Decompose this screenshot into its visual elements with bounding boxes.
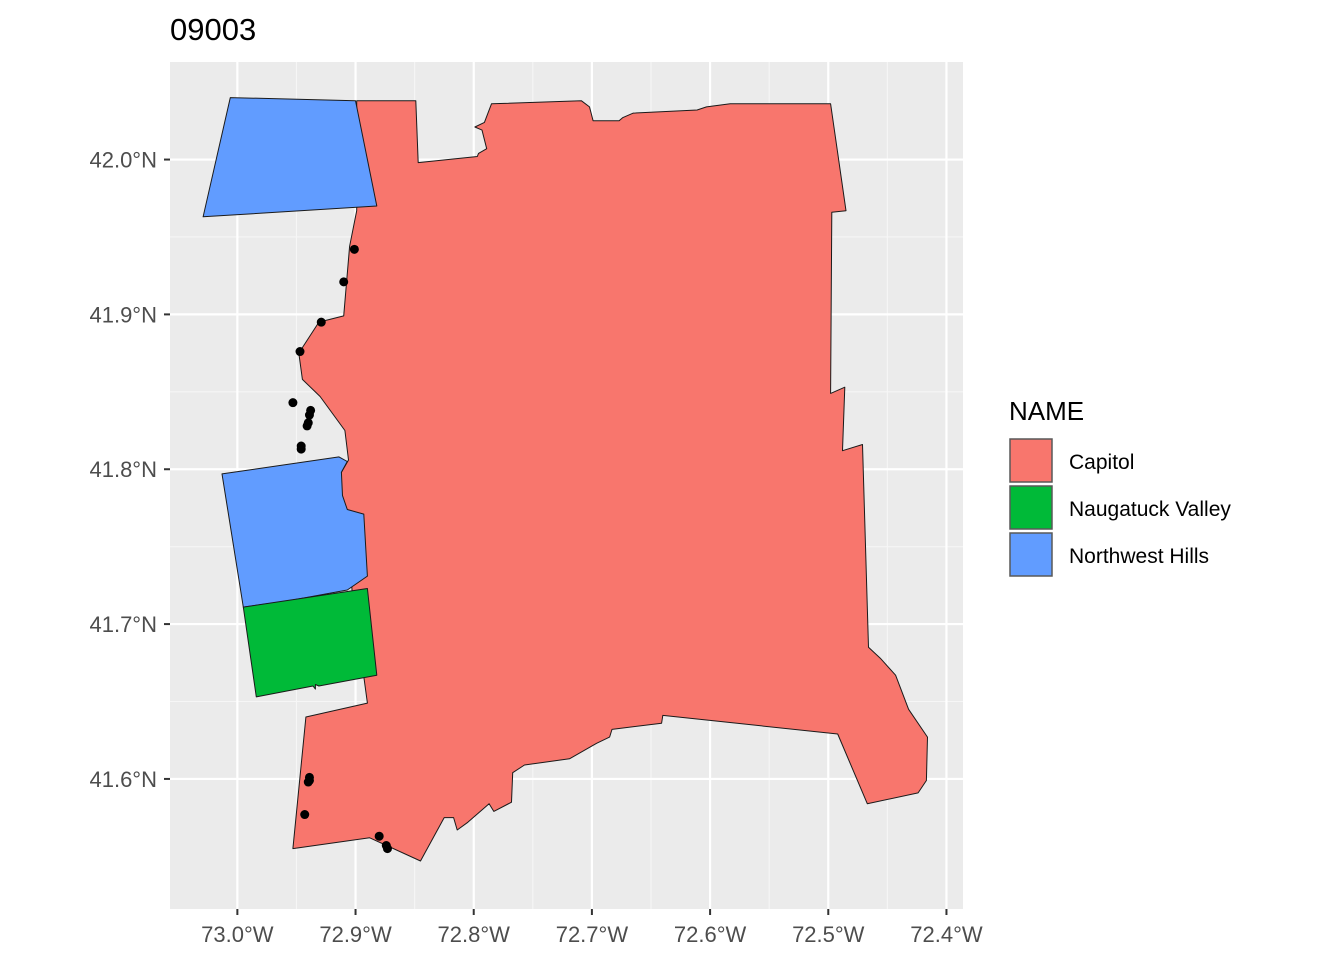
legend-label-naugatuck-valley: Naugatuck Valley — [1069, 498, 1231, 521]
x-tick-label: 72.6°W — [674, 922, 747, 947]
legend-key-northwest-hills — [1009, 532, 1053, 577]
data-point — [374, 831, 384, 841]
legend-label-northwest-hills: Northwest Hills — [1069, 545, 1209, 568]
point-markers — [288, 244, 392, 854]
y-tick-label: 41.8°N — [89, 457, 157, 482]
x-tick-label: 73.0°W — [201, 922, 274, 947]
y-tick-label: 41.7°N — [89, 612, 157, 637]
data-point — [304, 410, 314, 420]
data-point — [288, 398, 298, 408]
y-tick-label: 41.9°N — [89, 302, 157, 327]
data-point — [302, 421, 312, 431]
x-tick-label: 72.7°W — [556, 922, 629, 947]
region-northwest-hills — [202, 97, 378, 218]
x-tick-label: 72.8°W — [438, 922, 511, 947]
legend-key-naugatuck-valley — [1009, 485, 1053, 530]
x-tick-label: 72.9°W — [319, 922, 392, 947]
chart-title: 09003 — [170, 12, 256, 47]
y-axis: 42.0°N 41.9°N 41.8°N 41.7°N 41.6°N — [89, 148, 170, 792]
y-tick-label: 42.0°N — [89, 148, 157, 173]
region-naugatuck-valley — [242, 588, 378, 698]
data-point — [316, 317, 326, 327]
region-polygons — [202, 97, 928, 862]
x-tick-label: 72.4°W — [910, 922, 983, 947]
legend-title: NAME — [1009, 396, 1084, 426]
data-point — [303, 777, 313, 787]
data-point — [382, 844, 392, 854]
legend-key-capitol — [1009, 438, 1053, 483]
data-point — [300, 810, 310, 820]
data-point — [296, 444, 306, 454]
x-tick-label: 72.5°W — [792, 922, 865, 947]
legend: NAME Capitol Naugatuck Valley Northwest Hi… — [1009, 396, 1231, 577]
y-tick-label: 41.6°N — [89, 767, 157, 792]
x-axis: 73.0°W 72.9°W 72.8°W 72.7°W 72.6°W 72.5°W 72.4… — [201, 909, 983, 947]
data-point — [295, 347, 305, 357]
legend-label-capitol: Capitol — [1069, 451, 1134, 474]
data-point — [349, 244, 359, 254]
data-point — [339, 277, 349, 287]
